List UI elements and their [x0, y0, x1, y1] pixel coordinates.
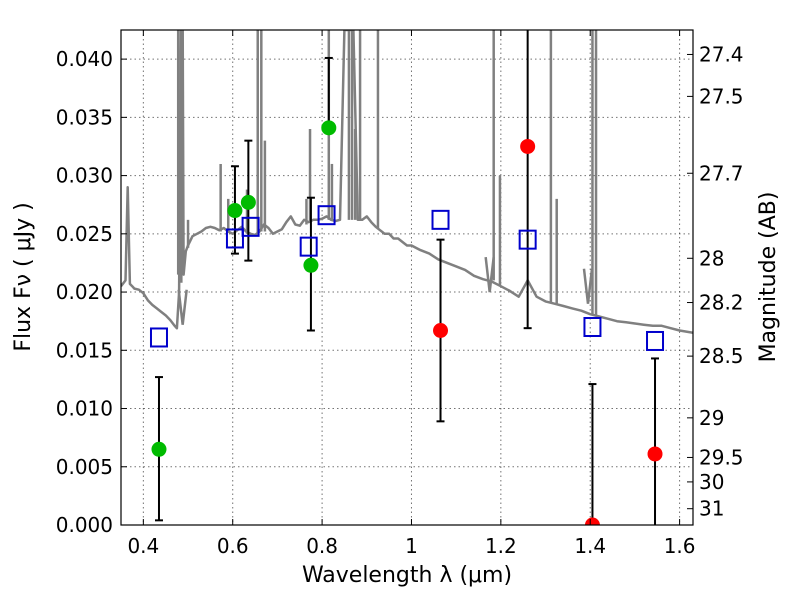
- right-tick-label: 31: [699, 497, 724, 521]
- detection-point: [227, 203, 243, 219]
- right-tick-label: 27.4: [699, 42, 744, 66]
- detection-point: [151, 441, 167, 457]
- y-tick-label: 0.030: [56, 164, 113, 188]
- y-tick-label: 0.005: [56, 455, 113, 479]
- model-photometry-square: [225, 228, 244, 249]
- y-tick-label: 0.010: [56, 397, 113, 421]
- model-photometry-square: [518, 229, 537, 250]
- y-tick-label: 0.015: [56, 338, 113, 362]
- detection-point: [303, 257, 319, 273]
- upper-limit-point: [647, 446, 663, 462]
- spectrum-absorption-dip: [484, 256, 495, 293]
- detection-point: [240, 194, 256, 210]
- plot-background: [121, 30, 693, 525]
- right-tick-label: 28.5: [699, 344, 744, 368]
- model-photometry-square: [317, 205, 336, 226]
- model-photometry-square: [299, 236, 318, 257]
- spectrum-absorption-dip: [177, 289, 188, 325]
- axis-layer: 0.4 0.6 0.8 1 1.2 1.4 1.6 0.000 0.005 0.010 0.015 0…: [56, 30, 744, 558]
- detection-point: [321, 120, 337, 136]
- right-tick-label: 27.7: [699, 161, 744, 185]
- right-tick-label: 27.5: [699, 84, 744, 108]
- y-axis-right-label: Magnitude (AB): [756, 192, 781, 363]
- upper-limit-point: [584, 517, 600, 525]
- plot-frame: [120, 29, 694, 526]
- model-photometry-square: [646, 330, 665, 351]
- right-tick-label: 30: [699, 470, 724, 494]
- y-tick-label: 0.040: [56, 47, 113, 71]
- spectrum-absorption-dip: [582, 268, 594, 304]
- x-axis-label: Wavelength λ (μm): [302, 563, 512, 588]
- y-tick-label: 0.025: [56, 222, 113, 246]
- y-tick-label: 0.020: [56, 280, 113, 304]
- y-tick-label: 0.000: [56, 513, 113, 537]
- x-tick-label: 0.4: [127, 534, 159, 558]
- right-tick-label: 28: [699, 246, 724, 270]
- x-tick-label: 1.4: [574, 534, 606, 558]
- x-tick-label: 1.6: [664, 534, 696, 558]
- marker-layer: [149, 120, 665, 525]
- x-tick-label: 1.2: [485, 534, 517, 558]
- upper-limit-point: [520, 138, 536, 154]
- x-tick-label: 1: [405, 534, 418, 558]
- x-tick-label: 0.8: [306, 534, 338, 558]
- y-axis-label: Flux Fν ( μJy ): [11, 202, 36, 351]
- model-photometry-square: [431, 209, 450, 230]
- x-tick-label: 0.6: [217, 534, 249, 558]
- right-tick-label: 28.2: [699, 291, 744, 315]
- spectrum-layer: [121, 30, 693, 335]
- right-tick-label: 29: [699, 406, 724, 430]
- upper-limit-point: [433, 322, 449, 338]
- model-photometry-square: [583, 317, 602, 337]
- y-tick-label: 0.035: [56, 105, 113, 129]
- model-photometry-square: [241, 216, 260, 237]
- spectrum-continuum: [121, 30, 693, 335]
- right-tick-label: 29.5: [699, 445, 744, 469]
- model-photometry-square: [149, 327, 168, 348]
